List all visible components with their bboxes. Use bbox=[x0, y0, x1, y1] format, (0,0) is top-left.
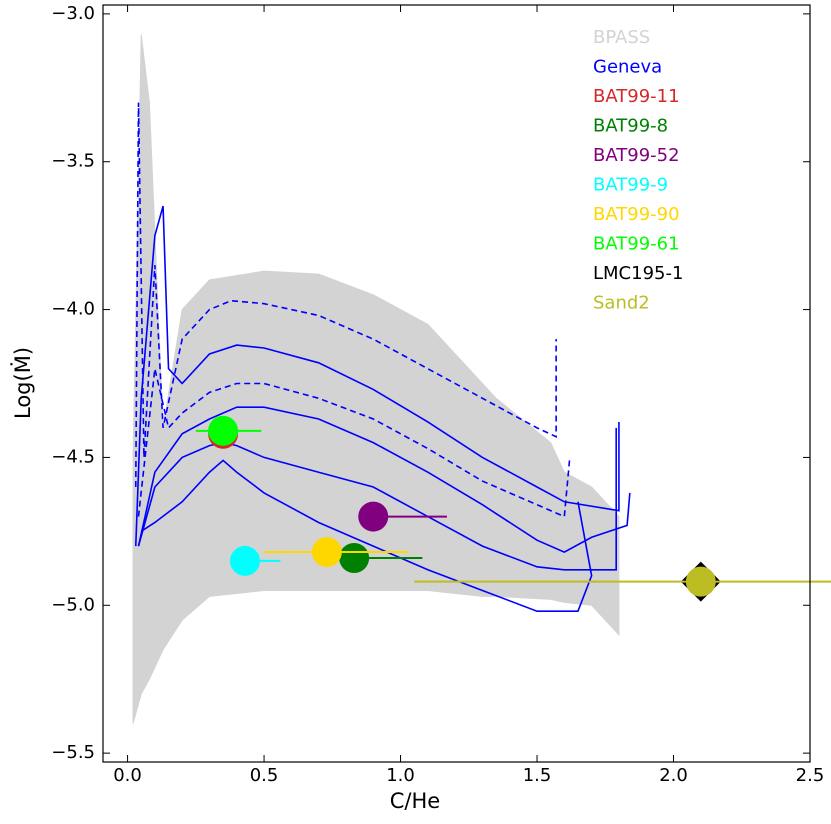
y-tick-label: −3.5 bbox=[51, 151, 95, 172]
x-tick-label: 0.5 bbox=[250, 765, 279, 786]
y-tick-label: −4.0 bbox=[51, 299, 95, 320]
y-tick-label: −4.5 bbox=[51, 446, 95, 467]
plot-frame bbox=[102, 4, 811, 763]
legend-entry: BAT99-8 bbox=[593, 116, 668, 137]
legend-entry: BAT99-52 bbox=[593, 145, 680, 166]
x-axis-label: C/He bbox=[390, 789, 440, 813]
point-marker bbox=[229, 545, 260, 576]
x-tick-label: 2.0 bbox=[659, 765, 688, 786]
x-tick-label: 1.0 bbox=[386, 765, 415, 786]
legend-entry: Geneva bbox=[593, 57, 662, 78]
point-marker bbox=[208, 415, 239, 446]
legend-entry: BAT99-90 bbox=[593, 204, 680, 225]
model-track bbox=[140, 459, 593, 612]
model-track bbox=[134, 102, 557, 488]
x-tick-label: 2.5 bbox=[796, 765, 825, 786]
x-tick-label: 1.5 bbox=[523, 765, 552, 786]
point-marker bbox=[311, 537, 342, 568]
legend-entry: Sand2 bbox=[593, 293, 650, 314]
point-marker bbox=[339, 542, 370, 573]
model-track bbox=[137, 368, 571, 518]
point-marker bbox=[685, 566, 716, 597]
y-tick-label: −3.0 bbox=[51, 3, 95, 24]
legend-entry: BAT99-61 bbox=[593, 234, 680, 255]
point-marker bbox=[358, 501, 389, 532]
model-track bbox=[137, 427, 617, 571]
legend-entry: BAT99-9 bbox=[593, 175, 668, 196]
model-band bbox=[132, 34, 620, 724]
x-tick-label: 0.0 bbox=[113, 765, 142, 786]
legend-entry: BAT99-11 bbox=[593, 86, 680, 107]
y-tick-label: −5.0 bbox=[51, 594, 95, 615]
legend-entry: LMC195-1 bbox=[593, 263, 683, 284]
y-axis-label: Log(Ṁ) bbox=[10, 347, 35, 419]
y-tick-label: −5.5 bbox=[51, 742, 95, 763]
model-track bbox=[134, 205, 620, 547]
model-track bbox=[137, 406, 631, 553]
legend-entry: BPASS bbox=[593, 27, 650, 48]
